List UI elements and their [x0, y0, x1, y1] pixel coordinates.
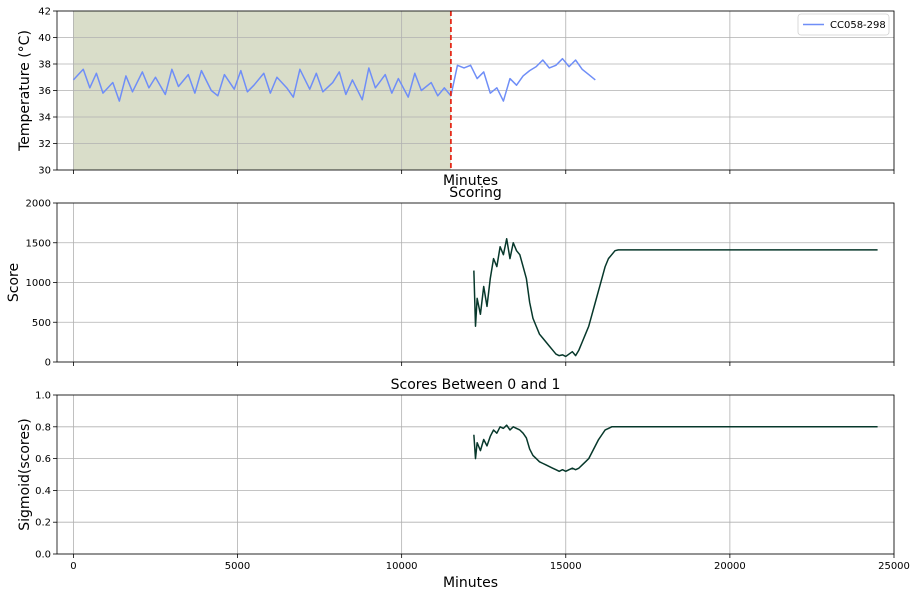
chart-title: Scores Between 0 and 1 — [391, 377, 561, 393]
y-tick-label: 36 — [38, 86, 51, 97]
x-tick-label: 10000 — [386, 561, 418, 572]
y-tick-label: 42 — [38, 7, 51, 18]
y-axis-label: Sigmoid(scores) — [17, 418, 33, 530]
y-tick-label: 500 — [32, 318, 51, 329]
scoring-panel: 0 500 1000 1500 2000 Score Scoring — [6, 185, 895, 369]
y-tick-label: 0.2 — [35, 518, 51, 529]
y-tick-label: 2000 — [26, 199, 51, 210]
legend-box — [797, 13, 890, 36]
x-axis-label: Minutes — [443, 575, 498, 591]
x-axis-label: Minutes — [443, 173, 498, 189]
sigmoid-panel: 0.0 0.2 0.4 0.6 0.8 1.0 0 5000 10000 15000 20000 25… — [17, 377, 910, 591]
chart-title: Scoring — [449, 185, 502, 201]
series-line — [473, 424, 878, 473]
y-tick-label: 1500 — [26, 238, 51, 249]
x-tick-label: 5000 — [225, 561, 250, 572]
x-tick-label: 20000 — [714, 561, 746, 572]
y-tick-label: 34 — [38, 113, 51, 124]
y-tick-label: 1000 — [26, 278, 51, 289]
x-tick-label: 25000 — [878, 561, 910, 572]
axes-frame — [56, 394, 895, 555]
y-tick-label: 0 — [45, 358, 51, 369]
y-tick-label: 32 — [38, 139, 51, 150]
series-line — [473, 238, 878, 358]
legend-label: CC058-298 — [830, 20, 886, 31]
y-tick-label: 30 — [38, 166, 51, 177]
y-tick-label: 38 — [38, 60, 51, 71]
y-tick-label: 0.4 — [35, 486, 51, 497]
x-tick-label: 0 — [70, 561, 76, 572]
y-tick-label: 40 — [38, 33, 51, 44]
legend: CC058-298 — [797, 13, 890, 36]
series-line — [72, 57, 596, 102]
y-axis-label: Temperature (°C) — [17, 30, 33, 152]
x-tick-label: 15000 — [550, 561, 582, 572]
y-axis-label: Score — [6, 263, 22, 302]
temperature-panel: 30 32 34 36 38 40 42 Temperature (°C) Minutes CC0… — [17, 7, 895, 189]
y-tick-label: 0.8 — [35, 422, 51, 433]
y-tick-label: 0.0 — [35, 550, 51, 561]
y-tick-label: 0.6 — [35, 454, 51, 465]
y-tick-label: 1.0 — [35, 391, 51, 402]
